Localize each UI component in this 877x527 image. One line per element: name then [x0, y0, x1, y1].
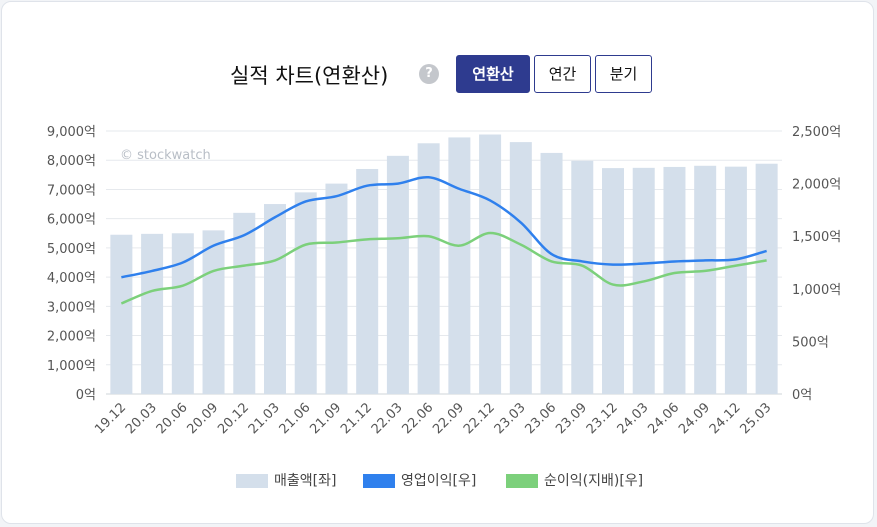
y-left-tick-label: 1,000억	[47, 359, 96, 374]
x-tick-label: 23.12	[584, 400, 621, 437]
y-left-tick-label: 2,000억	[47, 330, 96, 345]
x-tick-label: 23.09	[553, 400, 590, 437]
y-left-tick-label: 4,000억	[47, 271, 96, 286]
bar-sales[interactable]	[663, 166, 686, 394]
legend-swatch-sales	[236, 474, 268, 488]
x-tick-label: 22.12	[461, 400, 498, 437]
y-left-tick-label: 9,000억	[47, 125, 96, 140]
x-tick-label: 20.09	[184, 400, 221, 437]
x-tick-label: 25.03	[738, 400, 775, 437]
y-right-tick-label: 2,000억	[792, 178, 841, 193]
help-icon[interactable]: ?	[419, 64, 439, 84]
y-right-tick-label: 1,500억	[792, 230, 841, 245]
bar-sales[interactable]	[386, 155, 409, 394]
x-tick-label: 21.09	[307, 400, 344, 437]
x-tick-label: 24.06	[645, 400, 682, 437]
bar-sales[interactable]	[540, 152, 563, 394]
bar-sales[interactable]	[294, 192, 317, 394]
x-tick-label: 24.09	[676, 400, 713, 437]
annual-button[interactable]: 연간	[534, 55, 591, 93]
x-tick-label: 24.03	[615, 400, 652, 437]
bar-sales[interactable]	[356, 168, 379, 394]
x-tick-label: 22.09	[430, 400, 467, 437]
bar-sales[interactable]	[602, 168, 624, 394]
bar-sales[interactable]	[571, 160, 594, 394]
y-right-tick-label: 500억	[792, 335, 829, 350]
bar-sales[interactable]	[264, 204, 286, 394]
bar-sales[interactable]	[479, 134, 502, 395]
line-operating-profit[interactable]	[121, 175, 767, 279]
x-tick-label: 22.03	[369, 400, 406, 437]
bar-sales[interactable]	[448, 137, 471, 394]
bar-sales[interactable]	[141, 233, 164, 394]
x-tick-label: 21.06	[277, 400, 314, 437]
y-right-tick-label: 0억	[792, 388, 812, 403]
x-tick-label: 20.03	[123, 400, 160, 437]
bar-sales[interactable]	[325, 183, 348, 394]
legend-label-net-income: 순이익(지배)[우]	[544, 473, 644, 489]
x-tick-label: 19.12	[92, 400, 129, 437]
legend-swatch-operating-profit	[363, 474, 395, 488]
y-left-tick-label: 0억	[76, 388, 96, 403]
x-tick-label: 23.06	[522, 400, 559, 437]
legend-item-sales[interactable]: 매출액[좌]	[236, 470, 336, 490]
legend-label-operating-profit: 영업이익[우]	[401, 473, 477, 489]
legend-swatch-net-income	[506, 474, 538, 488]
bar-sales[interactable]	[694, 165, 717, 394]
bar-sales[interactable]	[110, 234, 133, 394]
chart-title: 실적 차트(연환산)	[230, 64, 389, 88]
bar-sales[interactable]	[171, 233, 194, 394]
quarterly-button[interactable]: 분기	[595, 55, 652, 93]
x-tick-label: 20.06	[154, 400, 191, 437]
y-left-tick-label: 6,000억	[47, 213, 96, 228]
y-left-tick-label: 3,000억	[47, 300, 96, 315]
bar-sales[interactable]	[724, 166, 747, 394]
x-tick-label: 24.12	[707, 400, 744, 437]
x-tick-label: 21.12	[338, 400, 375, 437]
x-tick-label: 20.12	[215, 400, 252, 437]
legend-label-sales: 매출액[좌]	[274, 473, 337, 489]
y-right-tick-label: 1,000억	[792, 283, 841, 298]
y-right-tick-label: 2,500억	[792, 125, 841, 140]
watermark: © stockwatch	[120, 148, 211, 163]
bar-sales[interactable]	[202, 230, 225, 394]
bar-sales[interactable]	[417, 143, 440, 394]
y-left-tick-label: 5,000억	[47, 242, 96, 257]
bar-sales[interactable]	[755, 163, 778, 394]
bar-sales[interactable]	[233, 212, 256, 394]
y-left-tick-label: 7,000억	[47, 183, 96, 198]
legend-item-net-income[interactable]: 순이익(지배)[우]	[506, 470, 643, 490]
bar-sales[interactable]	[509, 142, 532, 394]
legend-item-operating-profit[interactable]: 영업이익[우]	[363, 470, 476, 490]
x-tick-label: 22.06	[400, 400, 437, 437]
y-left-tick-label: 8,000억	[47, 154, 96, 169]
line-net-income[interactable]	[120, 231, 767, 305]
x-tick-label: 21.03	[246, 400, 283, 437]
x-tick-label: 23.03	[492, 400, 529, 437]
annualized-button[interactable]: 연환산	[456, 55, 530, 93]
